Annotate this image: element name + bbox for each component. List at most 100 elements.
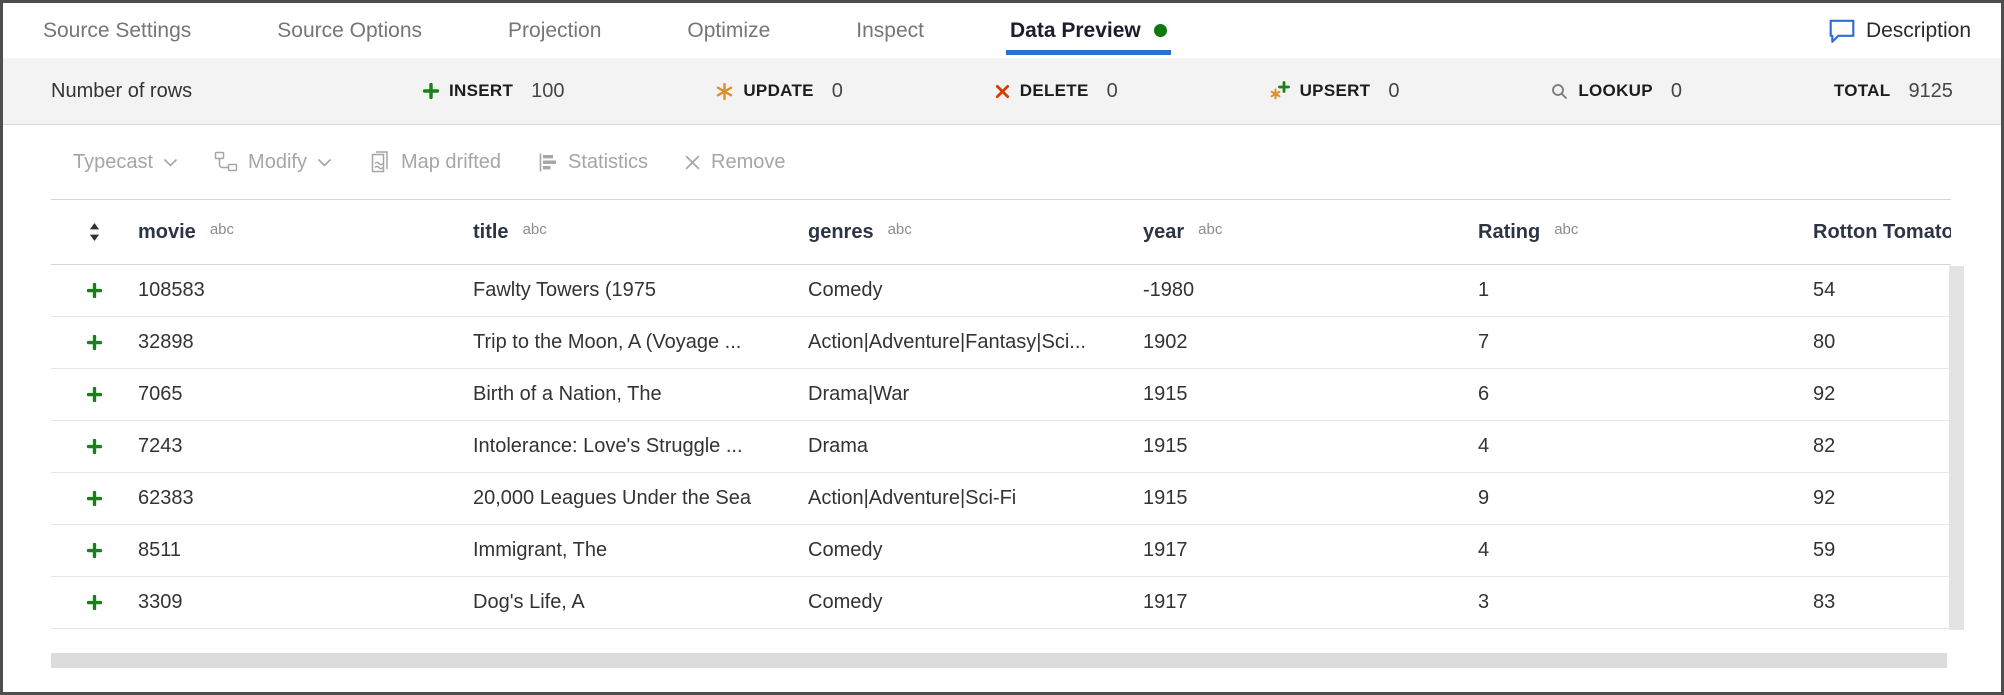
- data-preview-table: movie abc title abc genres abc year abc Rati…: [3, 199, 1951, 629]
- insert-plus-icon: [423, 83, 439, 99]
- upsert-asterisk-plus-icon: [1270, 81, 1290, 101]
- total-metric: TOTAL 9125: [1834, 80, 1953, 103]
- table-row: 32898 Trip to the Moon, A (Voyage ... Ac…: [51, 317, 1951, 369]
- insert-row-plus-icon: [87, 543, 102, 558]
- delete-value: 0: [1106, 79, 1118, 102]
- cell-genres: Comedy: [808, 539, 883, 561]
- cell-genres: Action|Adventure|Sci-Fi: [808, 487, 1017, 509]
- remove-x-icon: [684, 154, 701, 171]
- tab-inspect[interactable]: Inspect: [856, 18, 924, 42]
- lookup-metric: LOOKUP 0: [1551, 80, 1682, 103]
- cell-title: 20,000 Leagues Under the Sea: [473, 487, 751, 509]
- cell-rating: 9: [1478, 487, 1490, 509]
- cell-year: 1917: [1143, 539, 1188, 561]
- cell-title: Fawlty Towers (1975: [473, 279, 657, 301]
- cell-movie: 8511: [138, 539, 182, 561]
- total-value: 9125: [1908, 79, 1953, 102]
- remove-button[interactable]: Remove: [684, 150, 786, 174]
- cell-genres: Comedy: [808, 591, 883, 613]
- tab-bar: Source Settings Source Options Projectio…: [3, 3, 2001, 58]
- table-toolbar: Typecast Modify Map drifted Statistic: [3, 125, 2001, 199]
- tab-source-settings[interactable]: Source Settings: [43, 18, 192, 42]
- type-badge-abc: abc: [522, 220, 547, 238]
- type-badge-abc: abc: [1554, 220, 1579, 238]
- update-label: UPDATE: [743, 81, 814, 100]
- sort-arrows-icon: [88, 222, 101, 242]
- cell-movie: 62383: [138, 487, 194, 509]
- cell-genres: Comedy: [808, 279, 883, 301]
- modify-button[interactable]: Modify: [214, 151, 332, 174]
- preview-ready-dot-icon: [1153, 24, 1167, 37]
- lookup-value: 0: [1670, 79, 1682, 102]
- number-of-rows-label: Number of rows: [51, 79, 193, 102]
- typecast-button[interactable]: Typecast: [73, 151, 178, 174]
- table-row: 108583 Fawlty Towers (1975 Comedy -1980 …: [51, 265, 1951, 317]
- lookup-magnifier-icon: [1551, 83, 1568, 100]
- description-button[interactable]: Description: [1828, 18, 1971, 44]
- table-row: 62383 20,000 Leagues Under the Sea Actio…: [51, 473, 1951, 525]
- column-header-year[interactable]: year abc: [1143, 220, 1223, 243]
- tab-projection[interactable]: Projection: [508, 18, 602, 42]
- cell-rotton: 54: [1813, 279, 1836, 301]
- horizontal-scrollbar[interactable]: [51, 653, 1947, 668]
- insert-metric: INSERT 100: [423, 80, 565, 103]
- upsert-value: 0: [1388, 79, 1400, 102]
- cell-movie: 32898: [138, 331, 194, 353]
- insert-row-plus-icon: [87, 491, 102, 506]
- total-label: TOTAL: [1833, 81, 1891, 100]
- upsert-label: UPSERT: [1299, 81, 1371, 100]
- cell-rotton: 82: [1813, 435, 1836, 457]
- cell-title: Immigrant, The: [473, 539, 608, 561]
- cell-movie: 7243: [138, 435, 183, 457]
- delete-label: DELETE: [1019, 81, 1089, 100]
- cell-movie: 108583: [138, 279, 205, 301]
- statistics-icon: [537, 152, 558, 173]
- column-header-rotton-tomato[interactable]: Rotton Tomatoabc: [1813, 220, 1951, 243]
- insert-row-plus-icon: [87, 387, 102, 402]
- cell-year: 1902: [1143, 331, 1188, 353]
- tab-source-options[interactable]: Source Options: [277, 18, 423, 42]
- cell-rating: 7: [1478, 331, 1490, 353]
- cell-year: 1915: [1143, 383, 1188, 405]
- tab-optimize[interactable]: Optimize: [687, 18, 771, 42]
- lookup-label: LOOKUP: [1578, 81, 1653, 100]
- upsert-metric: UPSERT 0: [1270, 80, 1400, 103]
- column-header-rating[interactable]: Rating abc: [1478, 220, 1579, 243]
- cell-movie: 7065: [138, 383, 183, 405]
- cell-rating: 6: [1478, 383, 1490, 405]
- cell-rating: 4: [1478, 539, 1490, 561]
- modify-label: Modify: [248, 150, 307, 173]
- delete-metric: DELETE 0: [995, 80, 1118, 103]
- sort-control[interactable]: [51, 222, 138, 242]
- type-badge-abc: abc: [887, 220, 912, 238]
- stats-bar: Number of rows INSERT 100 UPDATE 0: [3, 58, 2001, 125]
- column-header-movie[interactable]: movie abc: [138, 220, 234, 243]
- chevron-down-icon: [317, 158, 332, 167]
- cell-rotton: 80: [1813, 331, 1836, 353]
- cell-rating: 1: [1478, 279, 1490, 301]
- chevron-down-icon: [163, 158, 178, 167]
- remove-label: Remove: [711, 150, 786, 173]
- cell-year: 1915: [1143, 435, 1188, 457]
- insert-label: INSERT: [449, 81, 514, 100]
- cell-rotton: 59: [1813, 539, 1836, 561]
- type-badge-abc: abc: [1198, 220, 1223, 238]
- statistics-button[interactable]: Statistics: [537, 151, 648, 174]
- speech-bubble-icon: [1828, 18, 1856, 44]
- column-header-title[interactable]: title abc: [473, 220, 547, 243]
- cell-genres: Action|Adventure|Fantasy|Sci...: [808, 331, 1086, 353]
- cell-title: Dog's Life, A: [473, 591, 585, 613]
- vertical-scrollbar[interactable]: [1949, 266, 1964, 630]
- cell-genres: Drama: [808, 435, 869, 457]
- insert-row-plus-icon: [87, 335, 102, 350]
- delete-x-icon: [995, 84, 1010, 99]
- cell-rating: 4: [1478, 435, 1490, 457]
- cell-rotton: 92: [1813, 383, 1836, 405]
- insert-row-plus-icon: [87, 439, 102, 454]
- insert-value: 100: [531, 79, 565, 102]
- column-header-genres[interactable]: genres abc: [808, 220, 912, 243]
- map-drifted-button[interactable]: Map drifted: [368, 150, 501, 174]
- cell-rotton: 83: [1813, 591, 1836, 613]
- tab-data-preview[interactable]: Data Preview: [1005, 3, 1171, 58]
